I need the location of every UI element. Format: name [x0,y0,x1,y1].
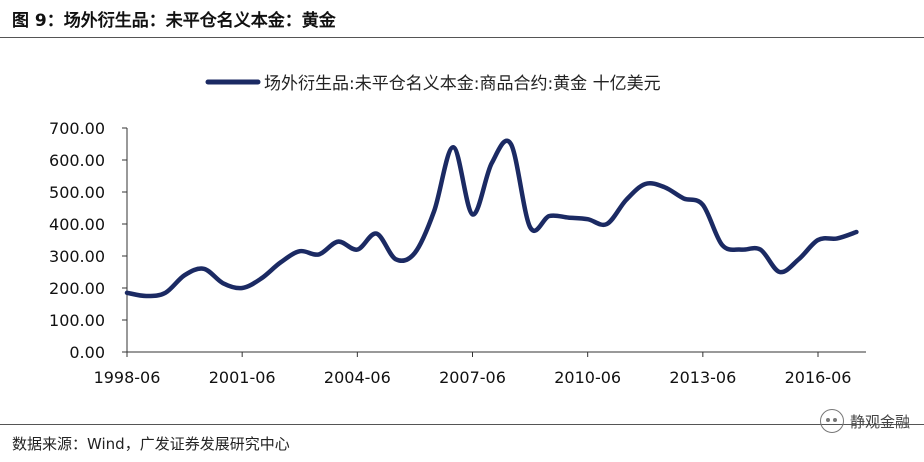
y-tick-label: 400.00 [49,215,105,234]
y-tick-label: 200.00 [49,279,105,298]
x-axis-ticks: 1998-06 2001-06 2004-06 2007-06 2010-06 2013-… [94,352,852,387]
y-tick-label: 600.00 [49,151,105,170]
y-axis-ticks: 0.00 100.00 200.00 300.00 400.00 500.00 600.00… [49,119,127,362]
y-tick-label: 100.00 [49,311,105,330]
x-tick-label: 2001-06 [209,368,276,387]
figure-title: 图 9：场外衍生品：未平仓名义本金：黄金 [12,11,336,31]
watermark-text: 静观金融 [849,412,910,431]
y-tick-label: 700.00 [49,119,105,138]
chart-canvas: 场外衍生品:未平仓名义本金:商品合约:黄金 十亿美元 0.00 100.00 200… [49,74,866,387]
y-tick-label: 500.00 [49,183,105,202]
y-tick-label: 300.00 [49,247,105,266]
series-line-gold [124,138,859,299]
axes [126,128,866,353]
x-tick-label: 2007-06 [439,368,506,387]
watermark: 静观金融 [819,404,910,438]
x-tick-label: 1998-06 [94,368,161,387]
x-tick-label: 2010-06 [554,368,621,387]
x-tick-label: 2013-06 [669,368,736,387]
x-tick-label: 2016-06 [785,368,852,387]
line-chart: 场外衍生品:未平仓名义本金:商品合约:黄金 十亿美元 0.00 100.00 200… [0,38,924,424]
source-note: 数据来源：Wind，广发证券发展研究中心 [12,435,290,453]
y-tick-label: 0.00 [69,343,105,362]
x-tick-label: 2004-06 [324,368,391,387]
bottom-divider [0,424,924,425]
top-divider [0,37,924,38]
legend: 场外衍生品:未平仓名义本金:商品合约:黄金 十亿美元 [205,74,661,94]
legend-label: 场外衍生品:未平仓名义本金:商品合约:黄金 十亿美元 [264,74,661,94]
wechat-icon [819,409,844,433]
